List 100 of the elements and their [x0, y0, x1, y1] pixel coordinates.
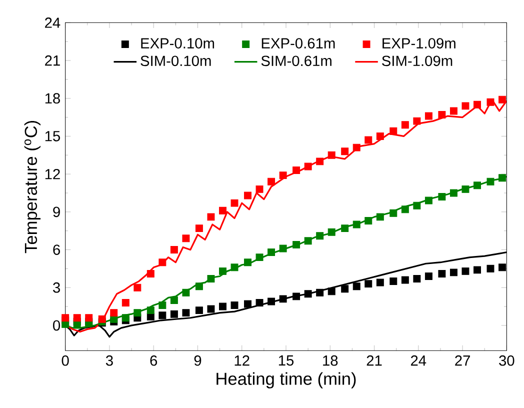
y-tick-label: 3	[53, 282, 60, 293]
point	[182, 234, 190, 242]
point	[413, 117, 421, 125]
point	[438, 193, 446, 200]
point	[195, 224, 203, 232]
point	[352, 220, 360, 228]
point	[376, 278, 384, 286]
y-tick-label: 6	[53, 244, 60, 255]
point	[279, 244, 287, 252]
point	[207, 213, 215, 221]
point	[98, 315, 106, 323]
point	[304, 290, 312, 298]
point	[219, 267, 226, 275]
point	[230, 264, 238, 272]
point	[268, 178, 276, 186]
x-tick-label: 9	[194, 355, 202, 366]
point	[413, 202, 421, 210]
legend-label: EXP-1.09m	[382, 38, 456, 48]
point	[85, 314, 93, 322]
point	[268, 298, 276, 306]
point	[244, 300, 252, 308]
point	[134, 309, 142, 317]
y-tick-label: 0	[53, 320, 60, 331]
point	[158, 258, 166, 266]
point	[341, 148, 349, 156]
x-tick-label: 30	[499, 355, 514, 366]
point	[110, 309, 118, 317]
x-tick-label: 12	[234, 355, 250, 366]
point	[352, 282, 360, 290]
point	[376, 213, 384, 221]
point	[364, 136, 372, 144]
point	[146, 306, 154, 314]
point	[474, 100, 481, 108]
legend-label: EXP-0.10m	[141, 38, 214, 48]
y-tick-label: 18	[45, 93, 60, 104]
point	[279, 295, 287, 303]
legend-label: SIM-0.10m	[140, 56, 211, 66]
y-tick-label: 9	[53, 206, 60, 218]
point	[256, 185, 264, 193]
point	[219, 302, 226, 310]
point	[438, 111, 446, 118]
point	[134, 284, 142, 292]
point	[170, 246, 178, 254]
point	[304, 162, 312, 170]
point	[401, 206, 409, 214]
point	[304, 237, 312, 245]
point	[230, 199, 238, 207]
point	[219, 206, 226, 214]
point	[292, 240, 300, 248]
point	[122, 314, 130, 322]
point	[424, 112, 432, 120]
point	[73, 314, 81, 322]
point	[170, 296, 178, 304]
y-tick-label: 24	[45, 18, 60, 28]
point	[158, 302, 166, 309]
point	[158, 312, 166, 320]
point	[279, 172, 287, 180]
x-tick-label: 15	[278, 355, 294, 366]
x-tick-label: 24	[410, 355, 426, 366]
point	[341, 285, 349, 293]
point	[268, 248, 276, 256]
point	[244, 192, 252, 200]
point	[256, 298, 264, 306]
point	[390, 209, 398, 217]
point	[474, 266, 481, 274]
point	[450, 189, 458, 197]
point	[195, 306, 203, 314]
point	[450, 107, 458, 115]
point	[328, 228, 336, 236]
y-tick-label: 21	[45, 55, 60, 66]
y-axis-title: Temperature ($^{o}$C)	[24, 120, 40, 254]
y-tick-label: 12	[45, 168, 60, 180]
x-axis-title: Heating time (min)	[216, 372, 356, 388]
legend-label: SIM-1.09m	[382, 56, 452, 66]
x-tick-label: 18	[323, 355, 338, 366]
point	[328, 288, 336, 296]
point	[195, 282, 203, 290]
point	[474, 182, 481, 190]
point	[316, 288, 324, 296]
point	[413, 275, 421, 282]
point	[498, 264, 506, 272]
y-tick-label: 15	[45, 131, 60, 142]
point	[498, 96, 506, 104]
point	[486, 178, 494, 186]
x-tick-label: 0	[62, 355, 69, 366]
x-tick-label: 6	[150, 355, 158, 366]
point	[424, 196, 432, 204]
point	[316, 232, 324, 240]
point	[316, 158, 324, 166]
point	[486, 264, 494, 272]
point	[207, 305, 215, 313]
point	[207, 275, 215, 282]
point	[182, 288, 190, 296]
point	[438, 270, 446, 278]
point	[256, 254, 264, 262]
x-tick-label: 27	[455, 355, 470, 366]
point	[292, 292, 300, 300]
point	[390, 278, 398, 286]
point	[352, 144, 360, 152]
point	[292, 166, 300, 174]
